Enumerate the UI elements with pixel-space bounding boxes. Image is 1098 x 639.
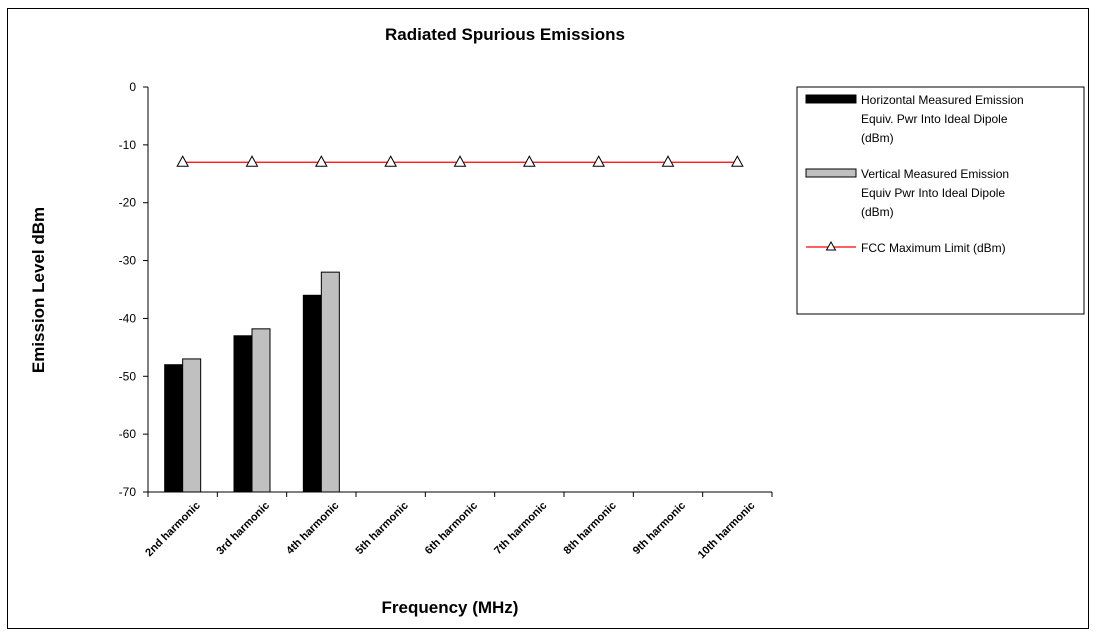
x-category-label: 6th harmonic (423, 500, 480, 557)
bar (320, 271, 340, 493)
bar (251, 328, 271, 493)
y-tick-label: 0 (129, 80, 136, 94)
bar (302, 294, 322, 493)
y-axis-title: Emission Level dBm (29, 207, 48, 373)
x-axis-title: Frequency (MHz) (382, 598, 519, 617)
legend: Horizontal Measured Emission Equiv. Pwr I… (796, 86, 1085, 315)
y-tick-label: -50 (119, 369, 137, 383)
y-tick-label: -70 (119, 485, 137, 499)
legend-label: Vertical Measured Emission (861, 167, 1009, 181)
triangle-marker (522, 155, 536, 167)
triangle-marker (453, 155, 467, 167)
bar (182, 358, 202, 493)
triangle-marker (592, 155, 606, 167)
y-tick-label: -20 (119, 196, 137, 210)
plot-area: 0 -10 -20 -30 -40 -50 -60 -70 2nd harmonic 3rd ha… (119, 80, 773, 562)
y-tick-label: -40 (119, 311, 137, 325)
y-tick-label: -60 (119, 427, 137, 441)
y-tick-label: -30 (119, 254, 137, 268)
legend-label: Horizontal Measured Emission (861, 93, 1024, 107)
bar (164, 364, 184, 493)
triangle-marker (384, 155, 398, 167)
x-category-label: 7th harmonic (492, 500, 549, 557)
legend-label: (dBm) (861, 131, 894, 145)
x-category-label: 2nd harmonic (143, 500, 202, 559)
triangle-marker (314, 155, 328, 167)
legend-label: Equiv. Pwr Into Ideal Dipole (861, 112, 1008, 126)
x-category-label: 4th harmonic (284, 500, 341, 557)
y-tick-label: -10 (119, 138, 137, 152)
chart-title: Radiated Spurious Emissions (385, 25, 625, 44)
x-category-label: 10th harmonic (696, 500, 758, 562)
legend-label: Equiv Pwr Into Ideal Dipole (861, 186, 1005, 200)
legend-label: FCC Maximum Limit (dBm) (861, 241, 1006, 255)
legend-label: (dBm) (861, 205, 894, 219)
legend-box (796, 86, 1085, 315)
x-category-label: 3rd harmonic (214, 500, 272, 558)
x-category-label: 8th harmonic (561, 500, 618, 557)
bar (233, 335, 253, 493)
legend-swatch-marker (825, 240, 837, 251)
x-category-label: 9th harmonic (631, 500, 688, 557)
legend-swatch (805, 94, 857, 104)
triangle-marker (730, 155, 744, 167)
triangle-marker (245, 155, 259, 167)
legend-swatch (805, 168, 857, 178)
triangle-marker (661, 155, 675, 167)
x-category-label: 5th harmonic (353, 500, 410, 557)
triangle-marker (176, 155, 190, 167)
